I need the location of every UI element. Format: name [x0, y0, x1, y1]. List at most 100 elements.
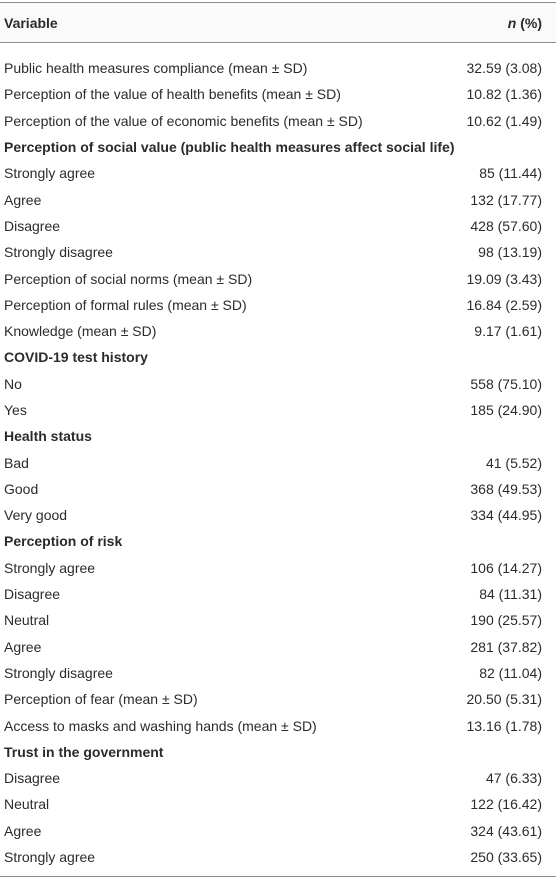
section-row: Trust in the government — [0, 739, 556, 765]
row-label: Very good — [4, 507, 68, 524]
row-value: 13.16 (1.78) — [466, 717, 543, 734]
row-value: 82 (11.04) — [479, 664, 542, 681]
table-row: Yes 185 (24.90) — [0, 397, 556, 423]
row-value: 190 (25.57) — [470, 612, 542, 629]
table-row: Perception of formal rules (mean ± SD) 16… — [0, 292, 556, 318]
row-label: Neutral — [4, 796, 50, 813]
row-value: 20.50 (5.31) — [466, 691, 543, 708]
table-row: Very good 334 (44.95) — [0, 502, 556, 528]
row-label: Disagree — [4, 770, 61, 787]
row-label: Knowledge (mean ± SD) — [4, 323, 157, 340]
spacer — [0, 43, 556, 56]
table-row: Strongly disagree 82 (11.04) — [0, 660, 556, 686]
row-value: 324 (43.61) — [470, 822, 542, 839]
row-value: 428 (57.60) — [470, 217, 542, 234]
row-value: 185 (24.90) — [470, 402, 542, 418]
table-row: Perception of the value of health benefi… — [0, 81, 556, 107]
table-row: Access to masks and washing hands (mean … — [0, 712, 556, 738]
row-label: Strongly agree — [4, 165, 96, 182]
header-value: n (%) — [278, 2, 556, 43]
header-variable: Variable — [0, 2, 278, 43]
row-value: 122 (16.42) — [470, 796, 542, 813]
row-value: 9.17 (1.61) — [474, 323, 542, 340]
row-label: Neutral — [4, 612, 50, 629]
row-value: 41 (5.52) — [485, 454, 542, 471]
row-value: 250 (33.65) — [470, 849, 542, 866]
bottom-pad — [0, 870, 556, 878]
row-value: 10.62 (1.49) — [466, 112, 543, 129]
table-row: Neutral 190 (25.57) — [0, 607, 556, 633]
row-label: Disagree — [4, 586, 61, 603]
table-row: Bad 41 (5.52) — [0, 449, 556, 475]
row-label: No — [4, 375, 22, 392]
table-row: Agree 132 (17.77) — [0, 186, 556, 212]
row-value: 84 (11.31) — [479, 586, 542, 603]
table-row: Disagree 47 (6.33) — [0, 765, 556, 791]
table-row: Disagree 428 (57.60) — [0, 213, 556, 239]
section-row: Health status — [0, 423, 556, 449]
row-value: 98 (13.19) — [478, 244, 542, 261]
table-row: Perception of fear (mean ± SD) 20.50 (5.3… — [0, 686, 556, 712]
table-row: Strongly disagree 98 (13.19) — [0, 239, 556, 265]
row-label: Public health measures compliance (mean … — [4, 60, 308, 77]
table-row: Perception of the value of economic bene… — [0, 108, 556, 134]
row-label: Perception of social norms (mean ± SD) — [4, 270, 253, 287]
section-row: Perception of risk — [0, 528, 556, 554]
header-percent: (%) — [520, 14, 542, 31]
table-row: Strongly agree 106 (14.27) — [0, 555, 556, 581]
row-label: Agree — [4, 191, 42, 208]
row-value: 19.09 (3.43) — [466, 270, 543, 287]
header-row: Variable n (%) — [0, 2, 556, 43]
row-value: 334 (44.95) — [470, 507, 542, 524]
table-row: Disagree 84 (11.31) — [0, 581, 556, 607]
row-label: Bad — [4, 454, 29, 471]
table-row: Strongly agree 85 (11.44) — [0, 160, 556, 186]
row-label: Perception of fear (mean ± SD) — [4, 691, 198, 708]
row-label: Strongly disagree — [4, 244, 113, 261]
table-header: Variable n (%) — [0, 2, 556, 56]
row-label: Good — [4, 480, 39, 497]
table-row: Agree 324 (43.61) — [0, 818, 556, 844]
row-value: 132 (17.77) — [470, 191, 542, 208]
row-value: 47 (6.33) — [485, 770, 542, 787]
table-row: Knowledge (mean ± SD) 9.17 (1.61) — [0, 318, 556, 344]
row-label: Disagree — [4, 217, 61, 234]
table-row: Good 368 (49.53) — [0, 476, 556, 502]
section-row: Perception of social value (public healt… — [0, 134, 556, 160]
row-value: 10.82 (1.36) — [466, 86, 543, 103]
row-value: 16.84 (2.59) — [466, 296, 543, 313]
row-label: Yes — [4, 402, 27, 418]
section-label: Perception of social value (public healt… — [4, 139, 455, 156]
row-label: Strongly disagree — [4, 664, 113, 681]
row-label: Agree — [4, 822, 42, 839]
header-gap — [0, 43, 556, 56]
table-row: No 558 (75.10) — [0, 371, 556, 397]
row-value: 32.59 (3.08) — [466, 60, 543, 77]
row-label: Access to masks and washing hands (mean … — [4, 717, 317, 734]
table-row: Neutral 122 (16.42) — [0, 791, 556, 817]
row-value: 558 (75.10) — [470, 375, 542, 392]
row-value: 106 (14.27) — [470, 559, 542, 576]
row-label: Strongly agree — [4, 849, 96, 866]
row-label: Perception of formal rules (mean ± SD) — [4, 296, 247, 313]
section-row: COVID-19 test history — [0, 344, 556, 370]
table-body: Public health measures compliance (mean … — [0, 55, 556, 878]
row-label: Strongly agree — [4, 559, 96, 576]
header-n: n — [507, 14, 517, 31]
row-value: 281 (37.82) — [470, 638, 542, 655]
section-label: Health status — [4, 428, 92, 445]
section-label: Trust in the government — [4, 743, 164, 760]
row-value: 368 (49.53) — [470, 480, 542, 497]
spacer — [0, 870, 556, 878]
table-row: Perception of social norms (mean ± SD) 19… — [0, 265, 556, 291]
row-label: Agree — [4, 638, 42, 655]
row-value: 85 (11.44) — [479, 165, 542, 182]
section-label: Perception of risk — [4, 533, 123, 550]
row-label: Perception of the value of economic bene… — [4, 112, 363, 129]
table-row: Strongly agree 250 (33.65) — [0, 844, 556, 870]
table-row: Agree 281 (37.82) — [0, 634, 556, 660]
section-label: COVID-19 test history — [4, 349, 148, 366]
row-label: Perception of the value of health benefi… — [4, 86, 341, 103]
